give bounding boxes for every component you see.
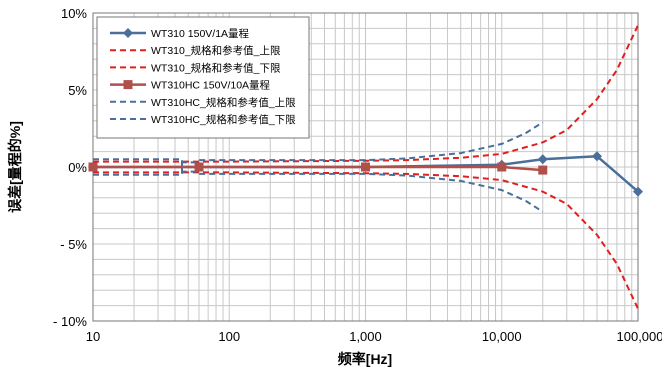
x-axis-title: 频率[Hz]	[338, 351, 392, 367]
data-point	[123, 28, 133, 38]
legend-label: WT310HC_规格和参考值_上限	[151, 96, 296, 109]
data-point	[361, 162, 370, 172]
data-point	[123, 80, 133, 90]
y-tick-label: - 5%	[60, 237, 87, 252]
data-point	[497, 162, 507, 172]
x-tick-label: 100	[218, 329, 240, 344]
data-point	[88, 162, 98, 172]
legend-label: WT310HC 150V/10A量程	[151, 80, 271, 92]
x-tick-label: 10	[86, 329, 100, 344]
y-tick-label: - 10%	[53, 314, 87, 329]
series-line	[93, 161, 544, 213]
y-tick-label: 5%	[68, 83, 87, 98]
x-tick-label: 10,000	[482, 329, 522, 344]
legend-label: WT310_规格和参考值_下限	[151, 61, 281, 74]
data-point	[194, 162, 204, 172]
series-line	[93, 24, 639, 163]
y-tick-label: 0%	[68, 160, 87, 175]
legend-label: WT310_规格和参考值_上限	[151, 44, 281, 57]
legend-label: WT310HC_规格和参考值_下限	[151, 113, 296, 126]
data-point	[538, 165, 548, 175]
x-tick-labels: 10 100 1,000 10,000 100,000	[86, 329, 662, 344]
y-tick-label: 10%	[61, 6, 87, 21]
y-axis-title: 误差[量程的%]	[7, 121, 23, 213]
data-point	[633, 186, 643, 197]
data-point	[591, 151, 602, 162]
series-line	[93, 171, 639, 310]
series-lines	[88, 24, 643, 310]
legend-label: WT310 150V/1A量程	[151, 28, 250, 40]
data-point	[537, 154, 548, 165]
x-tick-label: 100,000	[617, 329, 662, 344]
y-tick-labels: 10% 5% 0% - 5% - 10%	[53, 6, 87, 329]
series-line	[93, 121, 544, 173]
legend: WT310 150V/1A量程 WT310_规格和参考值_上限 WT310_规格和参…	[96, 16, 310, 139]
x-tick-label: 1,000	[349, 329, 382, 344]
legend-box	[96, 16, 310, 139]
